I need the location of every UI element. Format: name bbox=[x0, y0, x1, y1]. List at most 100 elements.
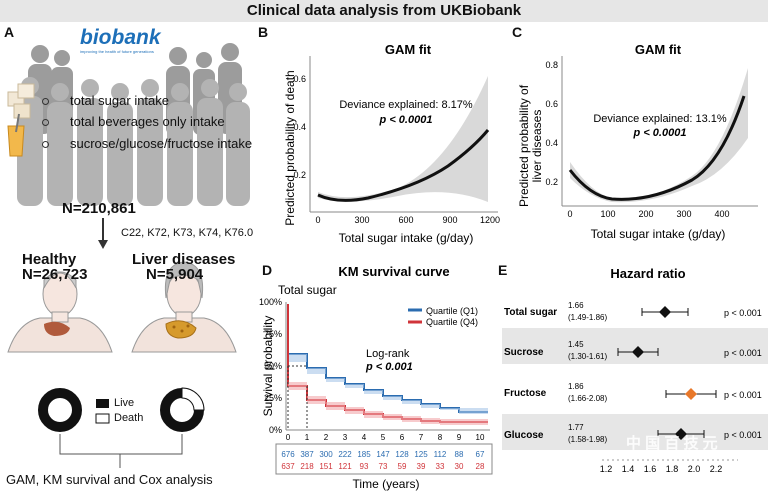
chart-c-xtick: 200 bbox=[638, 209, 653, 219]
chart-e-title: Hazard ratio bbox=[610, 266, 685, 281]
chart-d-xtick: 8 bbox=[438, 433, 443, 442]
svg-text:300: 300 bbox=[319, 450, 333, 459]
svg-text:28: 28 bbox=[476, 462, 485, 471]
chart-d-logrank: Log-rank bbox=[366, 348, 410, 360]
chart-c-xtick: 400 bbox=[714, 209, 729, 219]
svg-text:p < 0.001: p < 0.001 bbox=[724, 430, 762, 440]
panel-label-b: B bbox=[258, 24, 269, 40]
svg-text:(1.58-1.98): (1.58-1.98) bbox=[568, 435, 607, 444]
chart-e-xtick: 1.6 bbox=[644, 464, 657, 474]
chart-d-xlabel: Time (years) bbox=[353, 477, 420, 491]
donut-chart-healthy bbox=[38, 388, 82, 432]
svg-text:676: 676 bbox=[281, 450, 295, 459]
svg-text:Total sugar: Total sugar bbox=[504, 307, 557, 318]
chart-b-xlabel: Total sugar intake (g/day) bbox=[339, 231, 474, 245]
chart-c-ytick: 0.6 bbox=[545, 99, 558, 109]
figure-title-bar: Clinical data analysis from UKBiobank bbox=[0, 0, 768, 22]
chart-c-ytick: 0.4 bbox=[545, 138, 558, 148]
chart-c-title: GAM fit bbox=[635, 42, 682, 57]
chart-e-row-band bbox=[502, 414, 768, 450]
chart-d-ytick: 100% bbox=[259, 297, 282, 307]
svg-text:39: 39 bbox=[417, 462, 426, 471]
bullet-sucrose-glucose-fructose: sucrose/glucose/fructose intake bbox=[41, 136, 253, 151]
biobank-tagline: improving the health of future generatio… bbox=[80, 49, 154, 54]
chart-e-xtick: 1.4 bbox=[622, 464, 635, 474]
chart-b-ytick: 0.4 bbox=[293, 122, 306, 132]
legend-live-swatch bbox=[96, 399, 109, 408]
chart-d-pvalue: p < 0.001 bbox=[365, 361, 413, 373]
juice-glass-icon bbox=[7, 113, 25, 157]
chart-d-ytick: 0% bbox=[269, 425, 282, 435]
svg-text:121: 121 bbox=[338, 462, 352, 471]
chart-b-deviance: Deviance explained: 8.17% bbox=[339, 99, 473, 111]
svg-text:1.66: 1.66 bbox=[568, 301, 584, 310]
panel-label-a: A bbox=[4, 24, 15, 40]
chart-c-xtick: 300 bbox=[676, 209, 691, 219]
chart-d-title: KM survival curve bbox=[338, 264, 449, 279]
chart-d-legend-q1: Quartile (Q1) bbox=[426, 306, 478, 316]
svg-text:30: 30 bbox=[455, 462, 464, 471]
watermark: 中 国 百 技 元 bbox=[626, 434, 718, 452]
chart-d-xtick: 3 bbox=[343, 433, 348, 442]
chart-d-risk-row-q1: 676 387 300 222 185 147 128 125 112 88 6… bbox=[281, 450, 485, 459]
healthy-n: N=26,723 bbox=[22, 266, 88, 283]
donut-chart-liver bbox=[160, 387, 205, 432]
bullet-total-sugar: total sugar intake bbox=[41, 93, 170, 108]
chart-c-fit-line bbox=[568, 95, 746, 201]
chart-d-legend-q4: Quartile (Q4) bbox=[426, 317, 478, 327]
svg-text:1.77: 1.77 bbox=[568, 423, 584, 432]
chart-c-ylabel-line1: Predicted probability of bbox=[517, 84, 531, 207]
chart-e-row-band bbox=[502, 328, 768, 364]
chart-e-hr-marker bbox=[632, 346, 644, 358]
chart-e-row-total-sugar: Total sugar 1.66 (1.49-1.86) p < 0.001 bbox=[504, 301, 762, 322]
legend-death-label: Death bbox=[114, 412, 144, 424]
chart-e-hr-marker bbox=[659, 306, 671, 318]
svg-text:1.86: 1.86 bbox=[568, 382, 584, 391]
chart-c-pvalue: p < 0.0001 bbox=[633, 127, 687, 139]
chart-d-xtick: 2 bbox=[324, 433, 329, 442]
panel-b-chart: GAM fit Predicted probability of death 0… bbox=[283, 42, 500, 245]
chart-b-xtick: 300 bbox=[354, 215, 369, 225]
chart-d-risk-table bbox=[275, 443, 493, 475]
chart-b-fit-line bbox=[317, 129, 490, 202]
chart-e-hr-marker bbox=[675, 428, 687, 440]
chart-b-ytick: 0.2 bbox=[293, 170, 306, 180]
svg-text:59: 59 bbox=[398, 462, 407, 471]
n-total: N=210,861 bbox=[62, 200, 136, 217]
svg-text:(1.49-1.86): (1.49-1.86) bbox=[568, 313, 607, 322]
chart-e-xtick: 1.8 bbox=[666, 464, 679, 474]
chart-d-risk-row-q4: 637 218 151 121 93 73 59 39 33 30 28 bbox=[281, 462, 485, 471]
biobank-logo: biobank bbox=[80, 26, 161, 49]
svg-text:(1.30-1.61): (1.30-1.61) bbox=[568, 352, 607, 361]
svg-text:218: 218 bbox=[300, 462, 314, 471]
svg-text:(1.66-2.08): (1.66-2.08) bbox=[568, 394, 607, 403]
chart-c-deviance: Deviance explained: 13.1% bbox=[593, 113, 727, 125]
svg-text:88: 88 bbox=[455, 450, 464, 459]
svg-text:Glucose: Glucose bbox=[504, 430, 544, 441]
liver-disease-person-icon bbox=[131, 261, 237, 353]
svg-text:185: 185 bbox=[357, 450, 371, 459]
svg-text:387: 387 bbox=[300, 450, 314, 459]
healthy-label: Healthy bbox=[22, 251, 77, 268]
svg-text:151: 151 bbox=[319, 462, 333, 471]
chart-e-row-sucrose: Sucrose 1.45 (1.30-1.61) p < 0.001 bbox=[504, 340, 762, 361]
chart-b-xtick: 600 bbox=[398, 215, 413, 225]
panel-a-illustration bbox=[7, 43, 250, 468]
panel-label-e: E bbox=[498, 262, 508, 278]
liver-diseases-n: N=5,904 bbox=[146, 266, 204, 283]
chart-c-ci-band bbox=[570, 68, 748, 203]
chart-d-subtitle: Total sugar bbox=[278, 283, 337, 297]
legend-live-label: Live bbox=[114, 397, 135, 409]
chart-d-xtick: 0 bbox=[286, 433, 291, 442]
chart-c-xtick: 0 bbox=[567, 209, 572, 219]
healthy-person-icon bbox=[7, 271, 113, 353]
figure-title: Clinical data analysis from UKBiobank bbox=[246, 2, 522, 19]
chart-e-hr-marker bbox=[685, 388, 697, 400]
svg-text:Fructose: Fructose bbox=[504, 388, 547, 399]
chart-d-xtick: 9 bbox=[457, 433, 462, 442]
chart-d-xtick: 10 bbox=[476, 433, 485, 442]
svg-text:67: 67 bbox=[476, 450, 485, 459]
chart-d-ytick: 25% bbox=[264, 393, 282, 403]
chart-e-xtick: 1.2 bbox=[600, 464, 613, 474]
chart-c-xlabel: Total sugar intake (g/day) bbox=[591, 227, 726, 241]
